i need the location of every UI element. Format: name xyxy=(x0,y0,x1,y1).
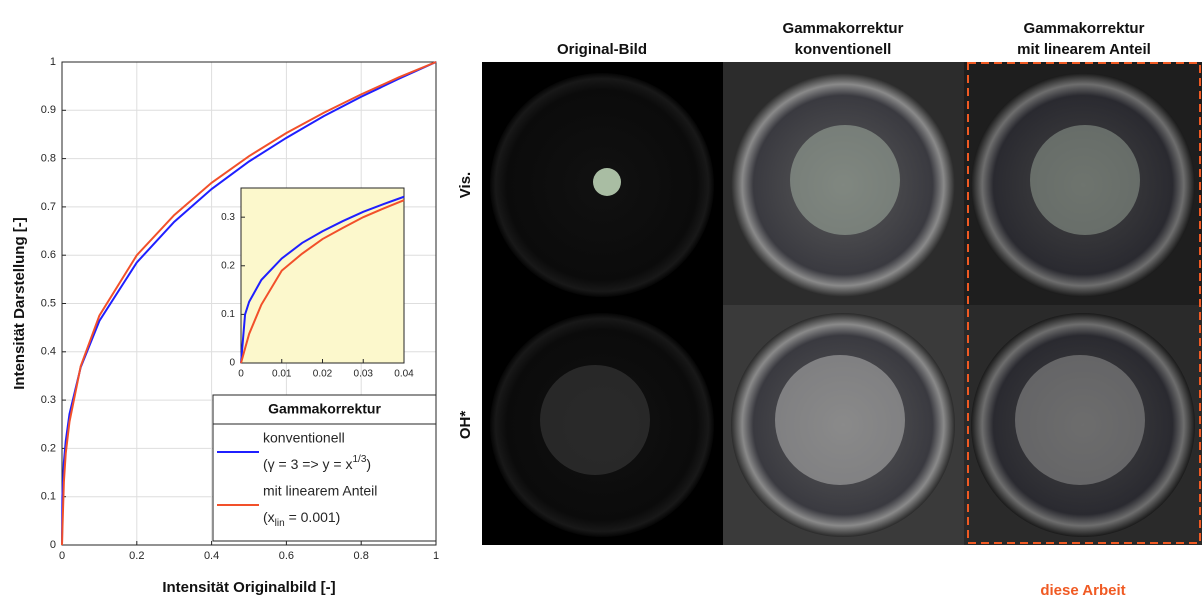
highlight-box xyxy=(967,62,1201,544)
x-axis-label: Intensität Originalbild [-] xyxy=(162,579,335,596)
legend-detail-part: lin xyxy=(275,518,285,529)
legend-detail-part: (x xyxy=(263,509,275,525)
line-series xyxy=(61,61,437,546)
flame xyxy=(540,365,650,475)
plot-frame xyxy=(240,187,405,364)
y-tick-label: 0.5 xyxy=(41,297,56,309)
legend-detail: (γ = 3 => y = x1/3) xyxy=(263,454,371,472)
flame xyxy=(1015,355,1145,485)
flame xyxy=(1030,125,1140,235)
legend-detail-part: = 0.001) xyxy=(285,509,341,525)
y-tick-label: 0.2 xyxy=(41,442,56,454)
plot-frame xyxy=(61,61,437,546)
column-title: konventionell xyxy=(795,41,892,58)
x-tick-label: 0.02 xyxy=(313,369,333,380)
legend-detail-part: (γ = 3 => y = x xyxy=(263,456,353,472)
y-tick-label: 0 xyxy=(50,539,56,551)
legend-title: Gammakorrektur xyxy=(268,401,381,417)
y-tick-label: 0.4 xyxy=(41,346,56,358)
column-title: Original-Bild xyxy=(557,41,647,58)
x-tick-label: 0.8 xyxy=(354,550,369,562)
row-label: Vis. xyxy=(457,172,474,198)
y-tick-label: 0.3 xyxy=(41,394,56,406)
y-tick-label: 0.7 xyxy=(41,201,56,213)
legend-label: mit linearem Anteil xyxy=(263,483,377,499)
column-title: mit linearem Anteil xyxy=(1017,41,1151,58)
flame xyxy=(593,168,621,196)
legend-label: konventionell xyxy=(263,430,345,446)
legend-detail-part: ) xyxy=(366,456,371,472)
row-label: OH* xyxy=(457,411,474,440)
line-series xyxy=(61,61,437,546)
column-title: Gammakorrektur xyxy=(1024,20,1145,37)
line-series xyxy=(240,195,405,364)
y-axis-label: Intensität Darstellung [-] xyxy=(11,217,28,390)
x-tick-label: 0 xyxy=(238,369,244,380)
image-grid xyxy=(482,62,1202,545)
y-tick-label: 0 xyxy=(229,358,235,369)
y-tick-label: 0.9 xyxy=(41,104,56,116)
y-tick-label: 0.2 xyxy=(221,260,235,271)
flame xyxy=(790,125,900,235)
x-tick-label: 0.2 xyxy=(129,550,144,562)
flame xyxy=(775,355,905,485)
y-tick-label: 0.3 xyxy=(221,212,235,223)
caption: diese Arbeit xyxy=(1040,582,1125,598)
x-tick-label: 0.6 xyxy=(279,550,294,562)
y-tick-label: 0.6 xyxy=(41,249,56,261)
y-tick-label: 0.8 xyxy=(41,153,56,165)
line-series xyxy=(240,199,405,364)
x-tick-label: 0 xyxy=(59,550,65,562)
x-tick-label: 0.4 xyxy=(204,550,219,562)
column-title: Gammakorrektur xyxy=(783,20,904,37)
x-tick-label: 0.03 xyxy=(354,369,374,380)
y-tick-label: 0.1 xyxy=(221,309,235,320)
x-tick-label: 1 xyxy=(433,550,439,562)
y-tick-label: 1 xyxy=(50,56,56,68)
x-tick-label: 0.01 xyxy=(272,369,292,380)
legend-detail: (xlin = 0.001) xyxy=(263,509,340,529)
x-tick-label: 0.04 xyxy=(394,369,414,380)
y-tick-label: 0.1 xyxy=(41,491,56,503)
legend-box xyxy=(212,394,437,542)
legend-detail-part: 1/3 xyxy=(353,454,367,465)
